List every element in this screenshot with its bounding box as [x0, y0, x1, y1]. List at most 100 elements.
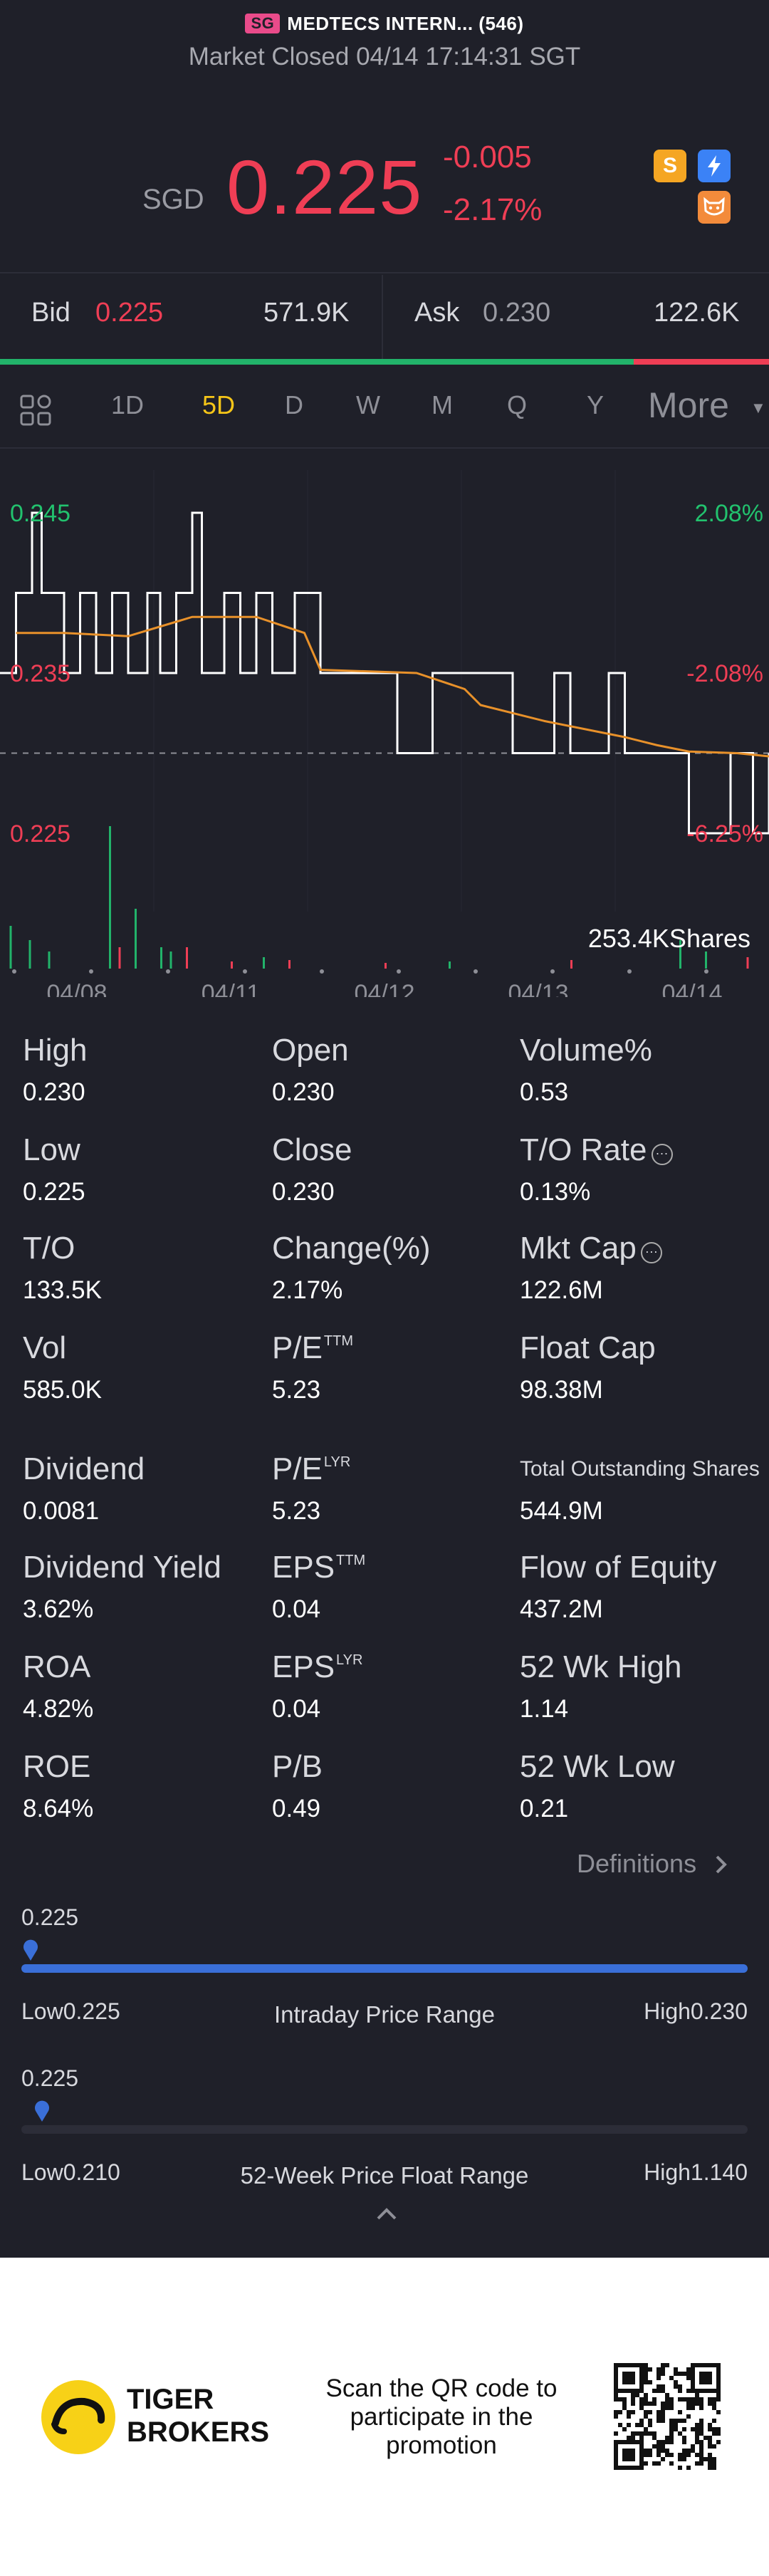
stat-label-text: Dividend: [23, 1451, 145, 1486]
stat-label: Change(%): [272, 1231, 431, 1266]
info-dots-icon[interactable]: ···: [640, 1242, 662, 1263]
stat-label: Dividend: [23, 1451, 145, 1487]
stat-label-text: Total Outstanding Shares: [520, 1457, 760, 1481]
bid-size: 571.9K: [263, 298, 350, 328]
x-axis-tick: 04/13: [508, 980, 568, 997]
stat-label-text: P/B: [272, 1749, 323, 1784]
price-line: [0, 511, 769, 835]
week52-high: High1.140: [644, 2159, 748, 2185]
stat-value: 98.38M: [520, 1376, 603, 1404]
stat-label-text: T/O: [23, 1231, 75, 1266]
stat-value: 122.6M: [520, 1276, 603, 1304]
stat-label: Mkt Cap ···: [520, 1231, 662, 1266]
bid-label: Bid: [31, 298, 70, 328]
stat-label-superscript: LYR: [336, 1652, 363, 1668]
stock-name: MEDTECS INTERN... (546): [287, 13, 524, 34]
more-periods-button[interactable]: More: [648, 385, 729, 425]
volume-bar: [186, 947, 188, 969]
stat-label-text: Dividend Yield: [23, 1550, 221, 1585]
bid-ratio-bar: [0, 359, 634, 365]
stat-label-text: 52 Wk Low: [520, 1749, 675, 1784]
stat-value: 0.230: [23, 1078, 85, 1106]
stat-label: Total Outstanding Shares: [520, 1457, 760, 1481]
stat-label: Open: [272, 1033, 349, 1068]
volume-bar: [109, 826, 111, 969]
baseline-dot: [12, 969, 16, 974]
intraday-range-track: [21, 1964, 748, 1973]
stat-label-text: Float Cap: [520, 1330, 656, 1365]
promo-line: promotion: [386, 2431, 497, 2459]
baseline-dot: [627, 969, 632, 974]
stat-value: 0.04: [272, 1595, 321, 1623]
promo-line: participate in the: [350, 2403, 533, 2431]
definitions-link[interactable]: Definitions: [577, 1849, 729, 1879]
promo-line: Scan the QR code to: [325, 2374, 558, 2402]
stat-label: Dividend Yield: [23, 1550, 221, 1585]
lightning-icon[interactable]: [698, 150, 731, 182]
baseline-dot: [474, 969, 478, 974]
layout-grid-icon[interactable]: [19, 393, 53, 427]
stat-label-superscript: TTM: [336, 1553, 366, 1568]
baseline-dot: [166, 969, 170, 974]
y-axis-tick-right: -2.08%: [686, 660, 763, 687]
region-badge: SG: [245, 14, 281, 33]
tab-period[interactable]: 1D: [111, 390, 145, 419]
map-pin-icon: [23, 1939, 38, 1961]
chevron-up-icon[interactable]: [376, 2206, 397, 2221]
stat-value: 544.9M: [520, 1497, 603, 1525]
ask-price: 0.230: [483, 298, 551, 328]
stat-label-text: Mkt Cap: [520, 1231, 637, 1266]
stat-label: Low: [23, 1132, 80, 1168]
intraday-low: Low0.225: [21, 1998, 120, 2024]
week52-range-title: 52-Week Price Float Range: [240, 2162, 529, 2189]
intraday-range-title: Intraday Price Range: [273, 2001, 495, 2028]
stat-label-text: Vol: [23, 1330, 67, 1365]
tab-period[interactable]: 5D: [202, 390, 236, 419]
currency-label: SGD: [142, 184, 204, 215]
tab-period[interactable]: Q: [507, 390, 528, 419]
price-chart[interactable]: 0.245 0.235 0.225 2.08% -2.08% -6.25% 253.4KSh…: [0, 470, 769, 997]
stat-label: ROE: [23, 1749, 90, 1785]
stat-value: 8.64%: [23, 1795, 94, 1823]
stock-title: SG MEDTECS INTERN... (546): [0, 13, 769, 35]
tab-period[interactable]: W: [356, 390, 380, 419]
y-axis-tick-left: 0.225: [10, 820, 70, 848]
stat-label: Vol: [23, 1330, 66, 1366]
map-pin-icon: [35, 2100, 50, 2122]
stat-value: 0.230: [272, 1078, 335, 1106]
stat-label-text: ROE: [23, 1749, 91, 1784]
stat-value: 437.2M: [520, 1595, 603, 1623]
tab-period[interactable]: Y: [587, 390, 605, 419]
week52-range-track: [21, 2125, 748, 2134]
baseline-dot: [397, 969, 401, 974]
tiger-face-icon[interactable]: [698, 191, 731, 224]
stat-label-superscript: LYR: [323, 1454, 351, 1470]
info-dots-icon[interactable]: ···: [651, 1144, 673, 1165]
qr-code[interactable]: [614, 2363, 721, 2470]
definitions-label: Definitions: [577, 1849, 697, 1878]
stat-label: Float Cap: [520, 1330, 656, 1366]
stat-label-text: Close: [272, 1132, 352, 1167]
y-axis-tick-left: 0.245: [10, 500, 70, 527]
x-axis-tick: 04/12: [354, 980, 414, 997]
stat-label-text: High: [23, 1033, 88, 1068]
volume-bar: [231, 961, 233, 969]
y-axis-tick-right: -6.25%: [686, 820, 763, 848]
chevron-down-icon[interactable]: ▼: [750, 399, 766, 417]
s-badge-icon[interactable]: S: [654, 150, 686, 182]
stat-label: High: [23, 1033, 88, 1068]
tab-period[interactable]: M: [431, 390, 453, 419]
stat-label-text: EPS: [272, 1550, 335, 1585]
volume-bar: [263, 957, 265, 969]
stat-value: 4.82%: [23, 1695, 94, 1723]
volume-bar: [449, 961, 451, 969]
tab-period[interactable]: D: [285, 390, 303, 419]
week52-low: Low0.210: [21, 2159, 120, 2185]
stat-value: 5.23: [272, 1497, 321, 1525]
stat-label: EPS TTM: [272, 1550, 365, 1585]
baseline-dot: [243, 969, 247, 974]
volume-bar: [705, 951, 707, 969]
stat-label-text: Low: [23, 1132, 80, 1167]
stat-label-text: Flow of Equity: [520, 1550, 717, 1585]
stat-value: 0.0081: [23, 1497, 100, 1525]
